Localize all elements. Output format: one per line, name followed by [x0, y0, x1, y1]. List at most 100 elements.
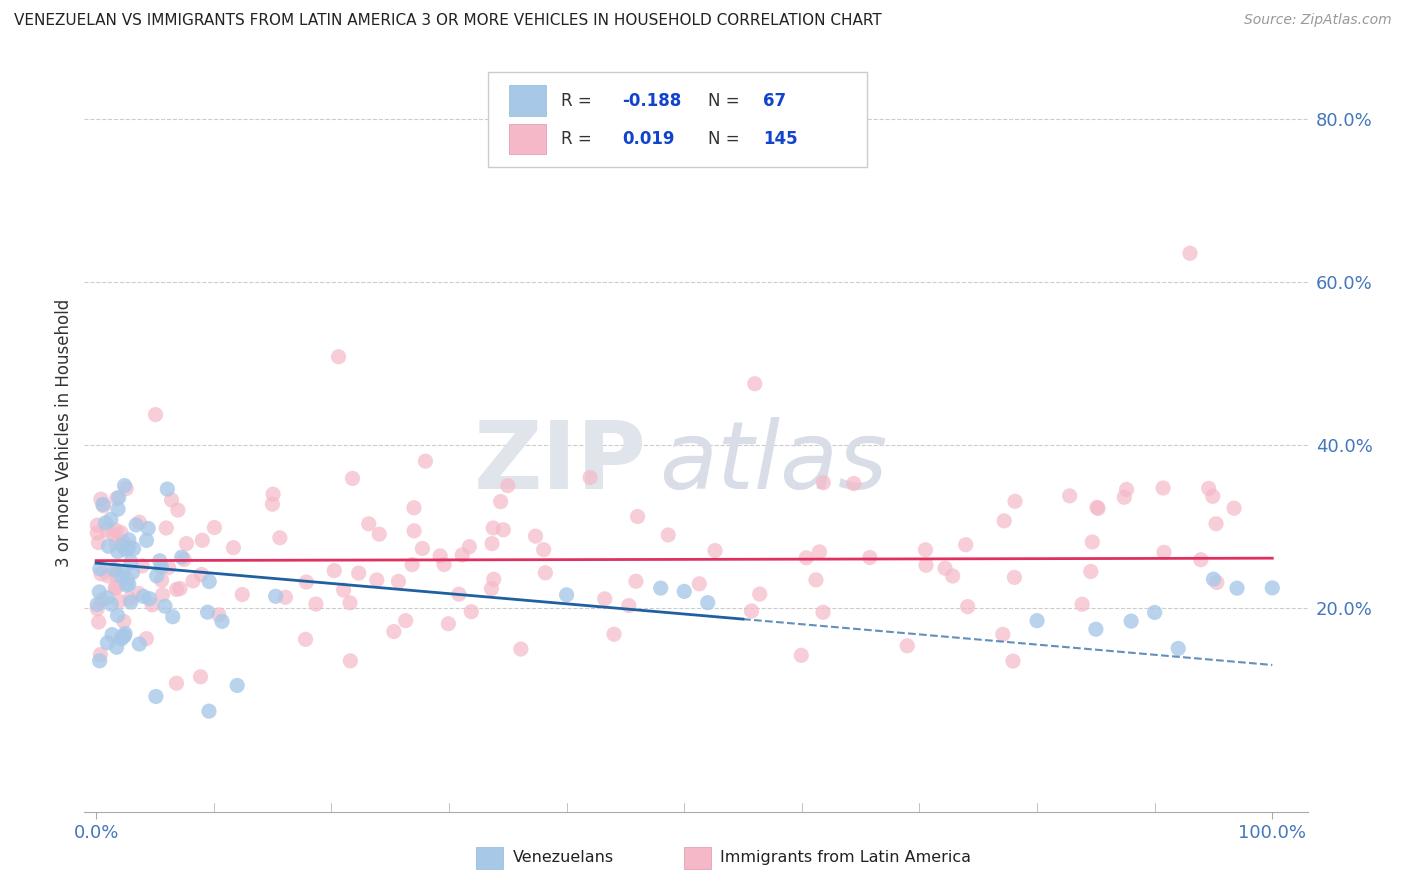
Point: [128, 515, 150, 529]
Point: [451, 548, 474, 562]
Point: [138, 591, 160, 606]
Point: [1002, 570, 1025, 584]
Point: [105, 563, 128, 577]
Point: [190, 670, 212, 684]
Text: -0.188: -0.188: [623, 92, 682, 110]
Point: [117, 541, 139, 556]
Point: [145, 408, 167, 422]
Point: [190, 567, 212, 582]
Point: [579, 470, 602, 484]
Point: [593, 591, 616, 606]
Point: [489, 494, 512, 508]
Point: [181, 574, 204, 588]
Point: [1202, 489, 1225, 503]
Point: [1189, 552, 1212, 566]
Point: [86, 602, 108, 616]
Point: [211, 615, 233, 629]
Point: [118, 539, 141, 553]
Point: [555, 588, 578, 602]
Point: [896, 639, 918, 653]
Point: [524, 529, 547, 543]
Point: [131, 558, 153, 573]
Point: [347, 566, 370, 580]
Point: [86, 526, 108, 541]
Point: [460, 605, 482, 619]
Text: VENEZUELAN VS IMMIGRANTS FROM LATIN AMERICA 3 OR MORE VEHICLES IN HOUSEHOLD CORR: VENEZUELAN VS IMMIGRANTS FROM LATIN AMER…: [14, 13, 882, 29]
Point: [100, 512, 122, 526]
Text: N =: N =: [709, 92, 745, 110]
Point: [458, 540, 481, 554]
Point: [152, 588, 174, 602]
Point: [357, 516, 380, 531]
Point: [93, 499, 115, 513]
Text: Venezuelans: Venezuelans: [513, 850, 613, 864]
Point: [111, 538, 134, 552]
Point: [1087, 501, 1109, 516]
FancyBboxPatch shape: [509, 86, 546, 116]
Point: [96, 636, 118, 650]
Point: [942, 569, 965, 583]
Text: atlas: atlas: [659, 417, 887, 508]
Point: [1153, 545, 1175, 559]
Point: [135, 533, 157, 548]
Point: [1001, 654, 1024, 668]
Point: [404, 524, 426, 538]
Point: [1205, 516, 1227, 531]
Point: [107, 608, 129, 623]
Point: [808, 545, 831, 559]
Point: [128, 586, 150, 600]
Point: [157, 560, 180, 574]
Point: [332, 582, 354, 597]
Point: [107, 502, 129, 516]
Point: [121, 566, 143, 580]
Point: [96, 591, 118, 605]
Point: [804, 573, 827, 587]
Point: [688, 576, 710, 591]
Point: [96, 524, 118, 538]
Point: [342, 471, 364, 485]
Point: [447, 587, 470, 601]
FancyBboxPatch shape: [488, 72, 868, 168]
Point: [87, 535, 110, 549]
FancyBboxPatch shape: [683, 847, 710, 869]
Point: [534, 566, 557, 580]
Point: [110, 569, 132, 583]
Point: [125, 517, 148, 532]
Point: [120, 595, 142, 609]
Point: [305, 597, 328, 611]
Text: 145: 145: [763, 130, 797, 148]
Point: [509, 642, 531, 657]
Point: [150, 574, 173, 588]
Point: [274, 591, 297, 605]
Text: N =: N =: [709, 130, 745, 148]
Point: [167, 503, 190, 517]
Point: [1143, 606, 1166, 620]
Point: [401, 558, 423, 572]
Point: [155, 521, 177, 535]
Point: [226, 678, 249, 692]
Point: [89, 585, 111, 599]
Point: [90, 566, 112, 581]
Point: [269, 531, 291, 545]
Point: [1081, 535, 1104, 549]
Point: [107, 491, 129, 505]
Point: [859, 550, 882, 565]
Point: [107, 545, 129, 559]
Point: [993, 514, 1015, 528]
Point: [110, 525, 132, 540]
Text: ZIP: ZIP: [474, 417, 647, 509]
Point: [295, 574, 318, 589]
Point: [842, 476, 865, 491]
Point: [482, 572, 505, 586]
Point: [132, 590, 155, 604]
Point: [1004, 494, 1026, 508]
Point: [1205, 575, 1227, 590]
Point: [89, 648, 111, 662]
Point: [402, 500, 425, 515]
Point: [118, 533, 141, 547]
Point: [166, 676, 188, 690]
Point: [704, 543, 727, 558]
Point: [1167, 641, 1189, 656]
Point: [262, 497, 284, 511]
Point: [202, 520, 225, 534]
